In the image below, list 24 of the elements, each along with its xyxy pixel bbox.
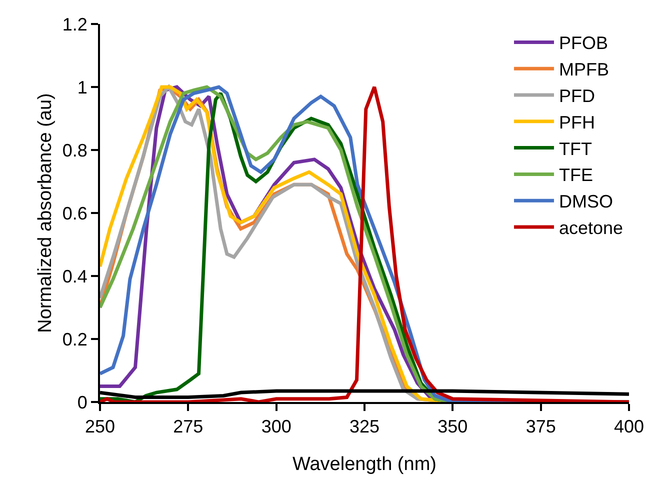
legend-label: DMSO	[559, 192, 613, 212]
x-tick-label: 275	[173, 416, 204, 437]
x-tick-label: 250	[84, 416, 116, 437]
legend-label: PFD	[559, 86, 595, 106]
y-axis-title: Normalized absorbance (au)	[35, 93, 56, 333]
y-tick-label: 0.8	[62, 140, 88, 160]
legend-label: TFT	[559, 138, 592, 159]
x-tick-label: 325	[349, 416, 380, 437]
y-tick-label: 1.2	[62, 14, 88, 34]
x-axis-title: Wavelength (nm)	[292, 454, 436, 475]
y-tick-label: 0.6	[62, 203, 88, 224]
legend-label: TFE	[559, 165, 593, 186]
x-tick-label: 350	[438, 416, 468, 437]
x-tick-label: 375	[526, 416, 556, 437]
legend-label: PFH	[559, 112, 595, 132]
legend-label: MPFB	[559, 60, 610, 80]
y-tick-label: 0	[77, 392, 88, 412]
legend-label: acetone	[559, 218, 624, 238]
legend-label: PFOB	[559, 33, 608, 54]
x-tick-label: 300	[261, 416, 292, 437]
x-tick-label: 400	[614, 416, 644, 437]
y-tick-label: 0.4	[62, 266, 88, 286]
y-tick-label: 1	[77, 77, 88, 98]
y-tick-label: 0.2	[62, 329, 88, 350]
